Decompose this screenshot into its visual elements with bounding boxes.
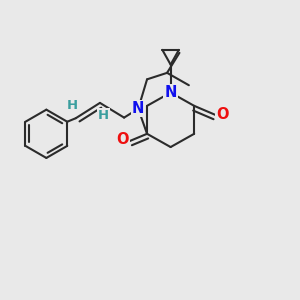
Text: N: N: [132, 101, 144, 116]
Text: O: O: [217, 107, 229, 122]
Text: O: O: [117, 133, 129, 148]
Text: H: H: [67, 99, 78, 112]
Text: N: N: [164, 85, 177, 100]
Text: H: H: [98, 109, 109, 122]
